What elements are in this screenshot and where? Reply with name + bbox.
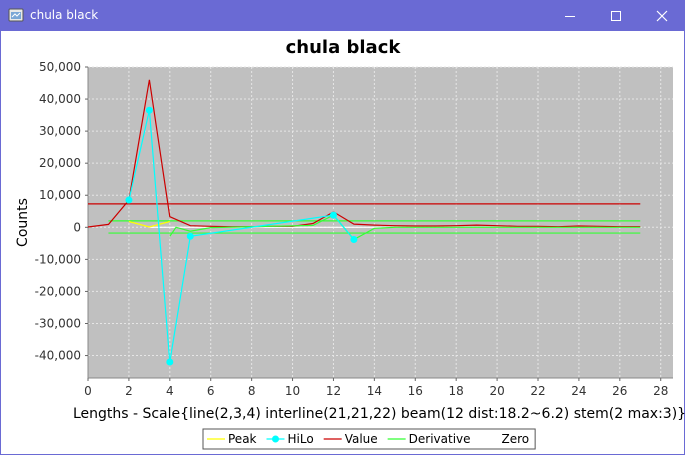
x-tick-label: 28 [653, 384, 668, 398]
series-line-derivative [169, 214, 641, 241]
legend-marker-hilo [272, 435, 279, 443]
y-axis-ticks: 50,000 40,000 30,000 20,000 10,000 0 -10,000 -2… [35, 60, 88, 363]
chart: chula black 50,000 40,000 30,000 20,000 10,0… [15, 37, 685, 450]
y-tick-label: 40,000 [39, 92, 81, 106]
x-tick-label: 26 [612, 384, 627, 398]
x-tick-label: 6 [207, 384, 215, 398]
close-button[interactable] [639, 0, 685, 31]
x-tick-label: 18 [449, 384, 464, 398]
maximize-button[interactable] [593, 0, 639, 31]
data-point-hilo [145, 106, 153, 114]
x-tick-label: 16 [408, 384, 423, 398]
window-titlebar[interactable]: chula black [0, 0, 685, 31]
x-tick-label: 10 [285, 384, 300, 398]
grid-lines [87, 66, 673, 379]
java-app-icon [8, 8, 24, 22]
data-point-hilo [350, 235, 358, 243]
x-tick-label: 12 [326, 384, 341, 398]
y-tick-label: -30,000 [35, 316, 81, 330]
data-point-hilo [166, 358, 174, 366]
data-point-hilo [125, 196, 133, 204]
series-line-hilo [128, 110, 355, 363]
x-tick-label: 0 [84, 384, 92, 398]
legend-label-value: Value [345, 432, 378, 446]
y-tick-label: 10,000 [39, 188, 81, 202]
x-tick-label: 24 [571, 384, 586, 398]
y-axis-label: Counts [15, 198, 31, 247]
minimize-button[interactable] [547, 0, 593, 31]
data-point-hilo [186, 232, 194, 240]
y-tick-label: 0 [73, 220, 81, 234]
maximize-icon [611, 10, 621, 21]
y-tick-label: 50,000 [39, 60, 81, 74]
x-tick-label: 14 [367, 384, 382, 398]
x-tick-label: 22 [530, 384, 545, 398]
legend-label-derivative: Derivative [409, 432, 471, 446]
series-line-value [87, 79, 641, 228]
y-tick-label: -40,000 [35, 349, 81, 363]
x-tick-label: 4 [166, 384, 174, 398]
minimize-icon [565, 15, 575, 17]
series-line-peak [128, 220, 170, 228]
x-tick-label: 20 [489, 384, 504, 398]
x-tick-label: 8 [248, 384, 256, 398]
data-point-hilo [329, 211, 337, 219]
x-axis-label: Lengths - Scale{line(2,3,4) interline(21… [73, 406, 685, 422]
y-tick-label: 30,000 [39, 124, 81, 138]
legend-label-zero: Zero [502, 432, 530, 446]
legend-label-peak: Peak [228, 432, 257, 446]
legend: Peak HiLo Value Derivative Zero [202, 428, 536, 450]
y-tick-label: -20,000 [35, 284, 81, 298]
x-axis-ticks: 0 2 4 6 8 10 12 14 16 18 20 22 24 26 28 [84, 378, 668, 398]
legend-label-hilo: HiLo [288, 432, 314, 446]
plot-area [88, 67, 673, 378]
chart-title: chula black [286, 37, 402, 58]
close-icon [656, 10, 668, 21]
legend-box [202, 428, 536, 450]
window-title: chula black [30, 8, 99, 22]
y-tick-label: 20,000 [39, 156, 81, 170]
x-tick-label: 2 [125, 384, 133, 398]
series-layer [87, 79, 641, 366]
y-tick-label: -10,000 [35, 252, 81, 266]
